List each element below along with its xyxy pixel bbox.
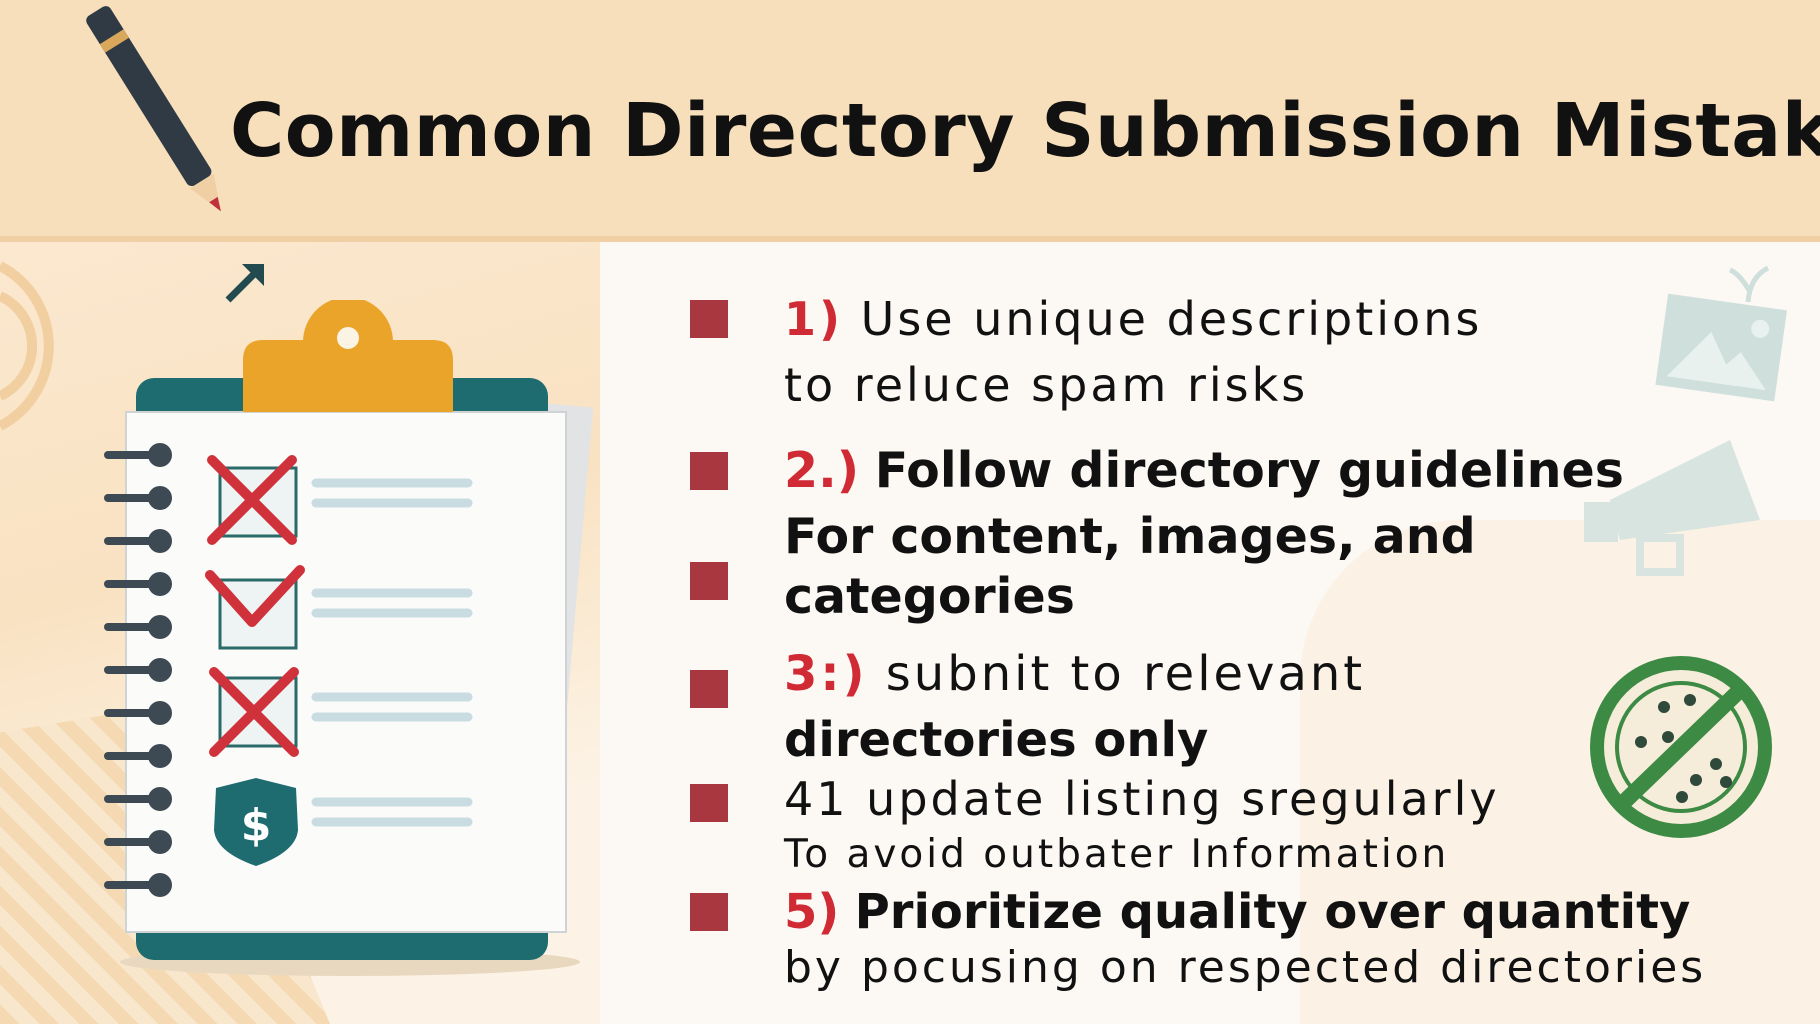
item-text: Use unique descriptions xyxy=(860,292,1483,346)
clipboard-illustration: $ xyxy=(104,300,594,976)
list-item: 1) Use unique descriptions xyxy=(784,292,1482,346)
header-banner xyxy=(0,0,1820,242)
bullet-marker xyxy=(690,893,728,931)
arc-decoration xyxy=(0,261,54,431)
item-number: 5) xyxy=(784,884,840,940)
item-text: subnit to relevant xyxy=(885,646,1366,702)
page-title: Common Directory Submission Mistakes xyxy=(230,88,1820,174)
arrow-icon xyxy=(225,264,264,303)
bullet-marker xyxy=(690,562,728,600)
svg-text:$: $ xyxy=(241,800,272,851)
item-subtext: To avoid outbater Information xyxy=(784,832,1450,877)
item-text: Follow directory guidelines xyxy=(874,442,1624,499)
bullet-marker xyxy=(690,452,728,490)
item-number: 1) xyxy=(784,292,844,346)
item-number: 2.) xyxy=(784,442,860,499)
image-card-icon xyxy=(1655,265,1788,402)
list-item: 5) Prioritize quality over quantity xyxy=(784,884,1690,940)
item-subtext: categories xyxy=(784,568,1075,625)
item-subtext: by pocusing on respected directories xyxy=(784,942,1707,993)
item-number: 41 xyxy=(784,772,849,826)
bullet-marker xyxy=(690,670,728,708)
no-spam-icon xyxy=(1590,656,1772,838)
item-subtext: directories only xyxy=(784,712,1209,768)
item-text: update listing sregularly xyxy=(866,772,1500,826)
bullet-marker xyxy=(690,300,728,338)
pencil-icon xyxy=(86,6,221,212)
item-subtext: to reluce spam risks xyxy=(784,358,1309,412)
list-item: 2.) Follow directory guidelines xyxy=(784,442,1624,499)
bullet-marker xyxy=(690,784,728,822)
item-text: Prioritize quality over quantity xyxy=(854,884,1691,940)
item-number: 3:) xyxy=(784,646,868,702)
list-item: 3:) subnit to relevant xyxy=(784,646,1365,702)
item-subtext: For content, images, and xyxy=(784,508,1476,565)
list-item: 41 update listing sregularly xyxy=(784,772,1500,826)
megaphone-icon xyxy=(1584,440,1760,576)
